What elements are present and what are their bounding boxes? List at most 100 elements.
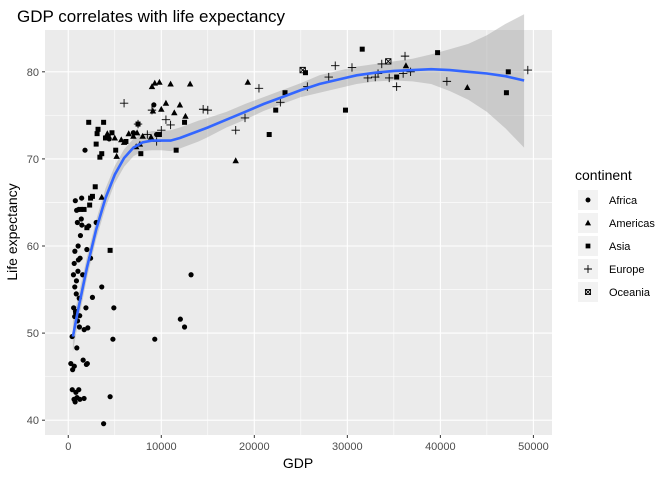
data-point-africa	[110, 336, 116, 342]
data-point-asia	[173, 147, 179, 153]
x-tick-label: 0	[65, 441, 71, 453]
data-point-africa	[111, 305, 117, 311]
data-point-americas	[130, 132, 137, 139]
y-tick-label: 80	[27, 67, 39, 79]
x-tick-label: 50000	[518, 441, 549, 453]
data-point-asia	[109, 130, 115, 136]
legend-label: Asia	[609, 241, 631, 253]
data-point-africa	[79, 222, 85, 228]
data-point-africa	[77, 396, 83, 402]
data-point-asia	[156, 132, 162, 138]
data-point-europe	[198, 105, 208, 114]
y-tick-label: 70	[27, 154, 39, 166]
data-point-asia	[87, 202, 93, 208]
data-point-americas	[156, 78, 163, 85]
legend-label: Oceania	[609, 287, 651, 299]
data-point-africa	[77, 232, 84, 239]
data-point-europe	[133, 119, 143, 129]
data-point-europe	[392, 82, 401, 91]
data-point-asia	[105, 133, 111, 139]
data-point-africa	[75, 268, 81, 274]
legend: continent Africa Americas Asia Europe Oceani…	[575, 167, 655, 302]
data-point-africa	[72, 198, 78, 204]
data-point-asia	[113, 147, 119, 153]
data-point-asia	[89, 193, 95, 199]
legend-key-europe	[584, 265, 592, 273]
data-point-africa	[79, 195, 85, 201]
data-point-americas	[158, 105, 165, 112]
data-point-americas	[162, 99, 170, 106]
y-axis: 40 50 60 70 80	[27, 67, 45, 427]
data-point-asia	[93, 141, 99, 147]
data-point-americas	[176, 101, 184, 108]
data-point-asia	[84, 225, 90, 231]
data-point-europe	[324, 72, 333, 82]
chart-title: GDP correlates with life expectancy	[17, 7, 286, 26]
data-point-africa	[151, 102, 157, 108]
data-point-europe	[276, 98, 285, 107]
data-point-asia	[86, 119, 92, 125]
y-tick-label: 60	[27, 241, 39, 253]
data-point-europe	[400, 51, 410, 61]
legend-key-africa	[585, 197, 591, 203]
legend-label: Americas	[609, 218, 655, 230]
data-point-africa	[82, 147, 88, 153]
legend-item-americas: Americas	[578, 213, 655, 233]
data-point-asia	[394, 74, 400, 80]
data-point-americas	[111, 134, 119, 141]
x-axis-title: GDP	[283, 455, 313, 471]
x-axis: 0 10000 20000 30000 40000 50000	[65, 435, 549, 453]
data-point-africa	[89, 294, 96, 300]
data-point-americas	[151, 79, 159, 86]
series-oceania	[299, 58, 392, 74]
data-point-asia	[77, 206, 83, 212]
data-point-africa	[181, 324, 188, 330]
data-point-americas	[148, 83, 156, 90]
data-point-asia	[92, 184, 98, 190]
data-point-africa	[72, 284, 78, 290]
data-point-africa	[99, 284, 105, 290]
data-point-asia	[97, 154, 103, 160]
data-point-americas	[171, 109, 178, 116]
data-point-europe	[119, 98, 129, 108]
data-point-europe	[147, 105, 157, 115]
data-point-africa	[71, 260, 77, 267]
legend-items: Africa Americas Asia Europe Oceania	[578, 190, 655, 302]
legend-item-europe: Europe	[578, 259, 644, 279]
legend-key-oceania	[584, 288, 592, 296]
data-point-africa	[188, 272, 194, 278]
data-point-americas	[186, 80, 194, 87]
data-point-asia	[342, 107, 348, 113]
series-africa	[68, 102, 194, 427]
data-point-africa	[177, 316, 183, 322]
data-point-africa	[84, 360, 90, 367]
data-point-americas	[244, 78, 252, 85]
data-point-asia	[359, 46, 365, 52]
confidence-band	[72, 14, 525, 353]
data-point-americas	[182, 112, 189, 119]
data-point-americas	[98, 193, 105, 200]
data-point-africa	[77, 255, 83, 261]
legend-item-oceania: Oceania	[578, 282, 651, 302]
plot-panel	[45, 30, 552, 435]
data-point-asia	[182, 119, 188, 125]
data-point-asia	[99, 151, 105, 157]
data-point-asia	[273, 107, 279, 113]
data-point-asia	[107, 247, 113, 253]
x-tick-label: 40000	[425, 441, 456, 453]
data-point-africa	[69, 387, 75, 393]
data-point-africa	[70, 272, 77, 278]
data-point-asia	[435, 50, 441, 56]
data-point-africa	[71, 363, 77, 369]
legend-item-asia: Asia	[578, 236, 631, 256]
data-point-asia	[81, 206, 87, 212]
data-point-africa	[84, 246, 90, 253]
legend-label: Africa	[609, 195, 638, 207]
y-axis-title: Life expectancy	[4, 183, 20, 280]
data-point-africa	[74, 345, 80, 351]
data-point-europe	[331, 61, 340, 70]
data-point-europe	[385, 73, 394, 83]
smooth-trend-line	[71, 67, 525, 337]
legend-title: continent	[575, 167, 632, 183]
